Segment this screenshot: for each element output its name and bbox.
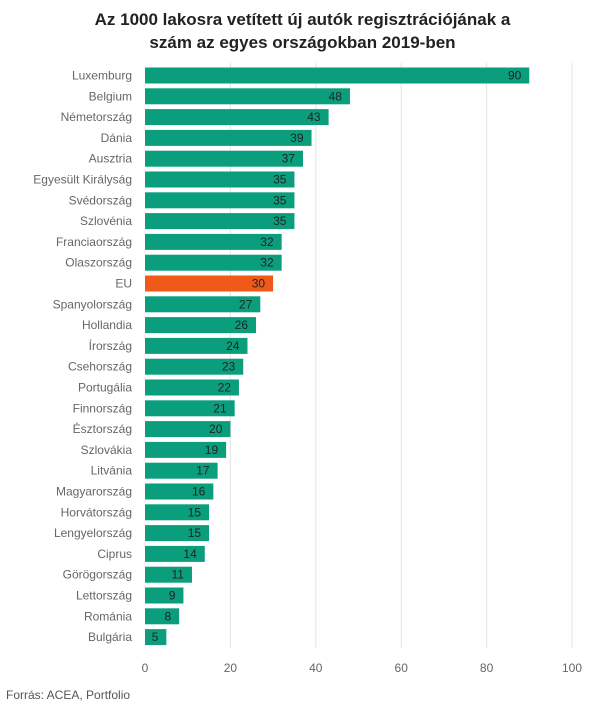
category-label: Románia <box>84 609 132 623</box>
bar <box>145 379 239 396</box>
bar <box>145 192 295 209</box>
bar-value-label: 32 <box>260 256 274 270</box>
bar <box>145 88 350 105</box>
bar-value-label: 15 <box>188 526 202 540</box>
bar-value-label: 35 <box>273 193 287 207</box>
category-label: Luxemburg <box>72 69 132 83</box>
bar <box>145 545 205 562</box>
bar-value-label: 19 <box>205 443 219 457</box>
bar-value-label: 9 <box>169 589 176 603</box>
bar-highlight <box>145 275 274 292</box>
bar-value-label: 14 <box>183 547 197 561</box>
bar-value-label: 16 <box>192 485 206 499</box>
bar-value-label: 26 <box>235 318 249 332</box>
bar-value-label: 20 <box>209 422 223 436</box>
bar <box>145 400 235 417</box>
category-label: Finnország <box>73 401 132 415</box>
bar-value-label: 27 <box>239 297 253 311</box>
bar <box>145 233 282 250</box>
category-label: Franciaország <box>56 235 132 249</box>
bar-value-label: 11 <box>172 568 185 582</box>
category-label: Szlovénia <box>80 214 132 228</box>
category-label: Egyesült Királyság <box>33 173 132 187</box>
category-label: Hollandia <box>82 318 132 332</box>
bar-value-label: 39 <box>290 131 304 145</box>
chart-title-line-1: Az 1000 lakosra vetített új autók regisz… <box>94 10 511 29</box>
bar <box>145 525 210 542</box>
bar <box>145 358 244 375</box>
category-label: Lengyelország <box>54 526 132 540</box>
bar-value-label: 37 <box>282 152 296 166</box>
x-tick-label: 0 <box>142 661 149 675</box>
bar <box>145 296 261 313</box>
category-label: Litvánia <box>91 464 133 478</box>
category-label: Bulgária <box>88 630 132 644</box>
bar <box>145 109 329 126</box>
bar-value-label: 21 <box>213 401 227 415</box>
x-axis-ticks: 0 20 40 60 80 100 <box>142 661 583 675</box>
bar <box>145 150 303 167</box>
bar-value-label: 30 <box>252 277 266 291</box>
bar-value-label: 48 <box>329 89 343 103</box>
category-label: Észtország <box>73 421 132 436</box>
x-tick-label: 60 <box>395 661 409 675</box>
bar <box>145 171 295 188</box>
bar-value-label: 22 <box>218 381 232 395</box>
bar <box>145 67 530 84</box>
bar-value-label: 23 <box>222 360 236 374</box>
category-label: Spanyolország <box>53 297 132 311</box>
category-label: Lettország <box>76 589 132 603</box>
source-note: Forrás: ACEA, Portfolio <box>6 688 131 702</box>
bar <box>145 213 295 230</box>
bar <box>145 254 282 271</box>
bar <box>145 504 210 521</box>
bar <box>145 441 227 458</box>
category-label: Olaszország <box>65 256 132 270</box>
category-label: Ausztria <box>89 152 133 166</box>
category-label: Görögország <box>63 568 132 582</box>
x-tick-label: 80 <box>480 661 494 675</box>
chart-title: Az 1000 lakosra vetített új autók regisz… <box>0 8 605 54</box>
category-label: Svédország <box>69 193 132 207</box>
bar <box>145 587 184 604</box>
bar-value-label: 35 <box>273 214 287 228</box>
bar-value-label: 35 <box>273 173 287 187</box>
category-label: Portugália <box>78 381 132 395</box>
chart-title-line-2: szám az egyes országokban 2019-ben <box>149 33 456 52</box>
category-label: Szlovákia <box>81 443 133 457</box>
bar <box>145 337 248 354</box>
bar-value-label: 32 <box>260 235 274 249</box>
category-label: Dánia <box>101 131 133 145</box>
bar <box>145 317 257 334</box>
category-labels: Luxemburg Belgium Németország Dánia Ausztria… <box>33 69 132 645</box>
x-tick-label: 40 <box>309 661 323 675</box>
bar <box>145 462 218 479</box>
bar-value-label: 43 <box>307 110 321 124</box>
category-label: Belgium <box>89 89 132 103</box>
bar-value-label: 17 <box>196 464 210 478</box>
bar-value-label: 90 <box>508 69 522 83</box>
bar <box>145 129 312 146</box>
bar <box>145 629 167 646</box>
bar <box>145 608 180 625</box>
x-tick-label: 100 <box>562 661 582 675</box>
bar-value-label: 15 <box>188 505 202 519</box>
category-label: EU <box>115 277 132 291</box>
category-label: Csehország <box>68 360 132 374</box>
bar-value-label: 24 <box>226 339 240 353</box>
x-tick-label: 20 <box>224 661 238 675</box>
category-label: Magyarország <box>56 485 132 499</box>
category-label: Németország <box>61 110 132 124</box>
category-label: Ciprus <box>97 547 132 561</box>
category-label: Horvátország <box>61 505 132 519</box>
bar <box>145 421 231 438</box>
bar-value-label: 5 <box>152 630 159 644</box>
category-label: Írország <box>89 338 132 353</box>
grid-lines <box>229 63 573 648</box>
bar <box>145 566 192 583</box>
bar-value-label: 8 <box>164 609 171 623</box>
bar <box>145 483 214 500</box>
